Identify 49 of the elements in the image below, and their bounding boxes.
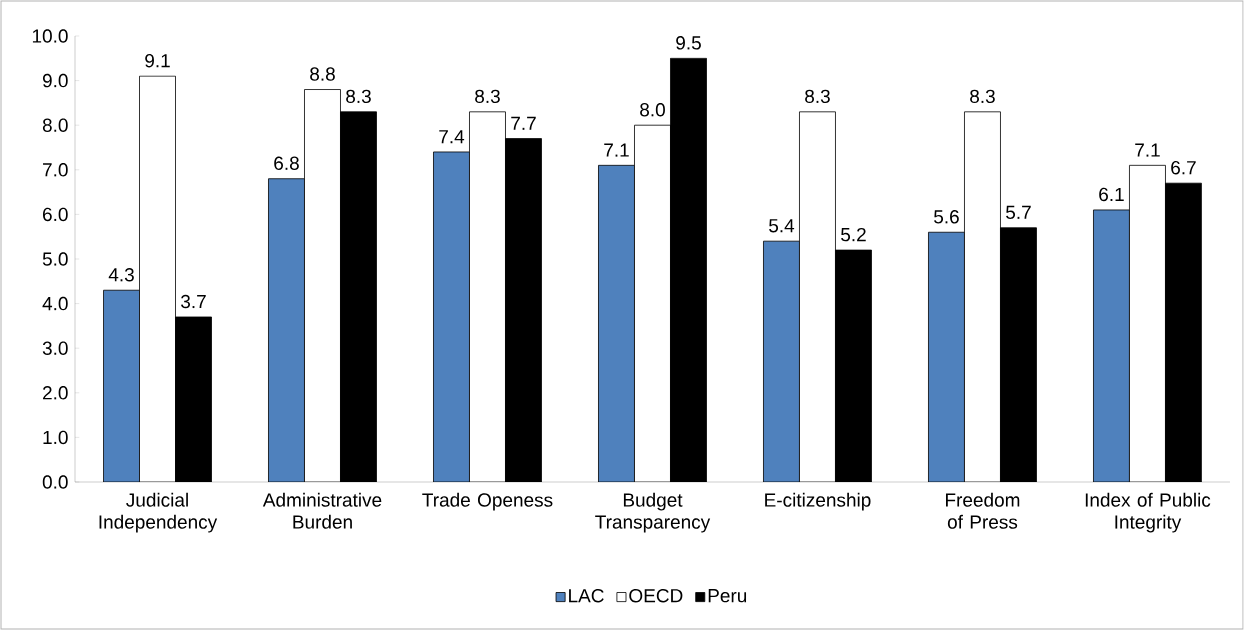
x-tick-label: Budget Transparency (595, 492, 711, 533)
bar (598, 164, 635, 482)
y-tick-label: 8.0 (42, 118, 68, 132)
y-tick-label: 6.0 (43, 207, 68, 222)
y-tick-label: 0.0 (42, 475, 68, 489)
data-label: 6.1 (1099, 187, 1124, 202)
data-label: 8.3 (970, 89, 995, 104)
data-label: 5.2 (841, 227, 866, 242)
y-tick-label: 9.0 (42, 73, 68, 88)
legend-label: OECD (629, 589, 683, 603)
data-label: 5.7 (1006, 205, 1031, 220)
bar (103, 289, 140, 482)
data-label: 8.0 (640, 103, 665, 117)
y-tick-label: 7.0 (43, 163, 68, 177)
x-tick-label: Freedom of Press (946, 492, 1020, 529)
bar (433, 151, 470, 482)
y-tick-label: 5.0 (42, 252, 68, 266)
data-label: 7.1 (604, 143, 629, 157)
y-tick-label: 1.0 (43, 430, 68, 445)
x-tick-label: Trade Openess (422, 492, 553, 511)
x-tick-label: Judicial Independency (99, 492, 218, 533)
y-tick-label: 10.0 (32, 29, 68, 43)
data-label: 8.3 (805, 89, 830, 104)
bar (268, 178, 305, 482)
data-label: 7.1 (1135, 143, 1160, 157)
y-tick-label: 3.0 (42, 341, 68, 355)
data-label: 7.7 (511, 116, 536, 130)
data-label: 8.3 (346, 89, 371, 104)
data-label: 6.8 (274, 156, 299, 170)
data-label: 5.6 (934, 210, 959, 224)
data-label: 9.1 (145, 53, 170, 68)
data-label: 8.3 (475, 89, 500, 104)
legend-label: LAC (569, 589, 604, 603)
y-tick-label: 2.0 (43, 386, 68, 400)
data-label: 7.4 (439, 130, 465, 144)
data-label: 8.8 (310, 67, 335, 81)
bar (928, 231, 965, 482)
data-label: 4.3 (108, 268, 134, 282)
bar (1093, 209, 1130, 482)
data-label: 9.5 (676, 36, 701, 50)
bar (763, 240, 800, 482)
x-tick-label: Index of Public Integrity (1085, 492, 1211, 533)
data-label: 3.7 (181, 294, 206, 309)
y-tick-label: 4.0 (42, 296, 68, 311)
data-label: 5.4 (769, 219, 795, 233)
x-tick-label: Administrative Burden (262, 492, 382, 529)
legend-label: Peru (708, 589, 747, 603)
x-tick-label: E-citizenship (765, 492, 871, 511)
data-label: 6.7 (1171, 160, 1196, 175)
